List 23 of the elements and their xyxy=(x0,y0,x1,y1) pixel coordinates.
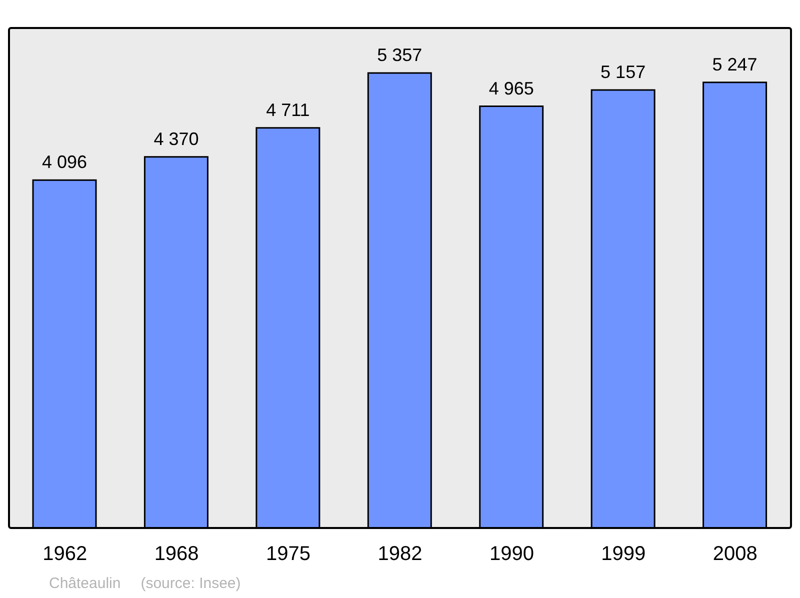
text: (source: Insee) xyxy=(140,575,241,592)
data-label: 5 157 xyxy=(600,62,646,82)
x-tick-label: 1968 xyxy=(154,543,199,566)
bar xyxy=(32,179,97,528)
x-tick-label: 1962 xyxy=(42,543,88,566)
data-label: 4 711 xyxy=(266,100,310,120)
data-label: 4 096 xyxy=(42,152,88,172)
bar xyxy=(144,156,208,528)
x-tick-label: 1975 xyxy=(266,543,311,566)
bar xyxy=(479,106,544,528)
data-label: 4 370 xyxy=(154,128,199,149)
data-label: 4 965 xyxy=(488,78,534,98)
bar xyxy=(702,82,768,528)
x-tick-label: 1982 xyxy=(378,543,422,566)
x-tick-label: 1990 xyxy=(489,543,534,566)
bar xyxy=(367,72,432,528)
data-label: 5 357 xyxy=(377,45,422,65)
data-label: 5 247 xyxy=(712,54,758,74)
x-tick-label: 1999 xyxy=(601,543,646,566)
x-tick-label: 2008 xyxy=(712,543,758,566)
bar xyxy=(590,89,656,528)
bar xyxy=(256,127,320,528)
text: Châteaulin xyxy=(49,575,121,592)
